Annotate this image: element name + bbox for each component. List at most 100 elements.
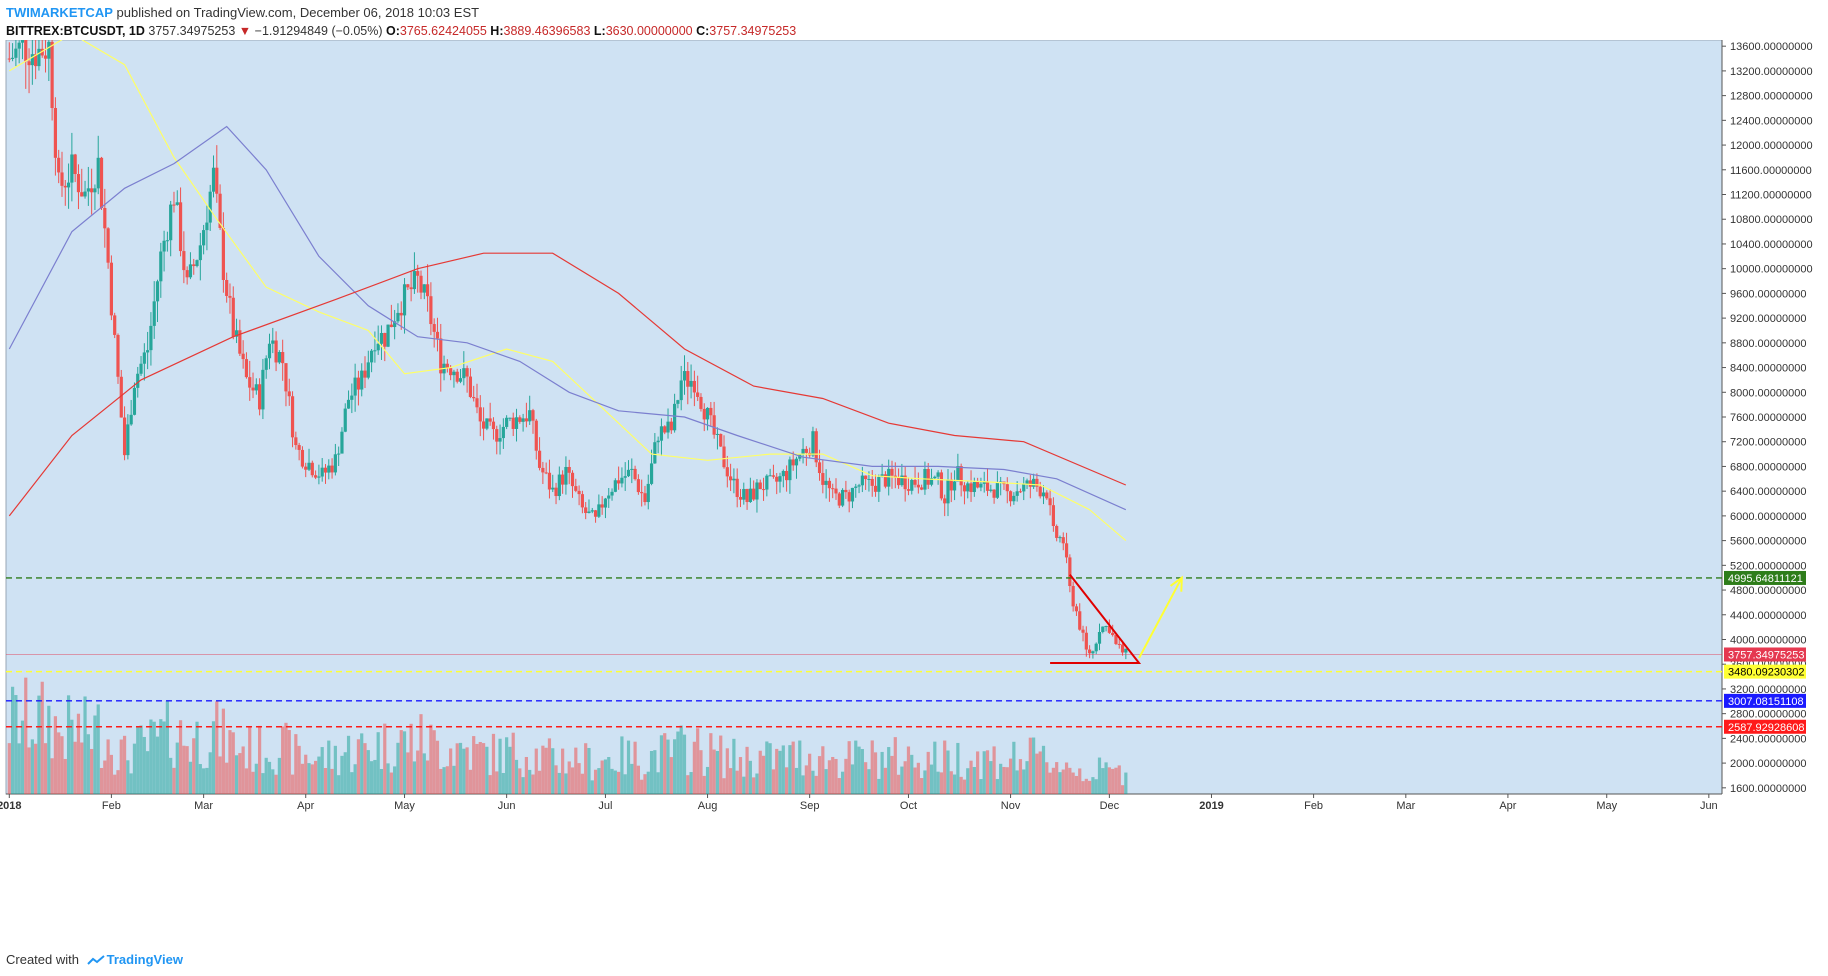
volume-bar — [613, 770, 617, 794]
candle-body — [337, 453, 341, 455]
candle-body — [771, 475, 776, 477]
candle-body — [116, 334, 120, 377]
candle-body — [956, 466, 960, 482]
candle-body — [1117, 643, 1121, 645]
volume-bar — [1097, 757, 1102, 794]
candle-body — [284, 363, 288, 392]
y-tick-label: 9600.00000000 — [1730, 288, 1806, 300]
volume-bar — [666, 739, 670, 794]
volume-bar — [234, 755, 239, 794]
candle-body — [99, 157, 104, 209]
volume-bar — [146, 751, 150, 794]
candle-body — [478, 407, 482, 422]
triangle-drawing[interactable] — [1050, 573, 1142, 664]
candle-body — [1008, 491, 1013, 502]
volume-bar — [765, 741, 769, 794]
candle-body — [297, 445, 301, 450]
price-axis[interactable] — [1722, 40, 1822, 814]
volume-bar — [564, 773, 568, 794]
level-label: 2587.92928608 — [1728, 722, 1804, 734]
volume-bar — [1068, 767, 1072, 794]
volume-bar — [1055, 762, 1059, 794]
volume-bar — [221, 708, 225, 794]
high-value: 3889.46396583 — [503, 24, 591, 38]
candle-body — [656, 440, 660, 443]
candle-body — [155, 281, 160, 302]
volume-bar — [1111, 768, 1115, 794]
volume-bar — [1035, 753, 1039, 794]
candle-body — [106, 228, 110, 263]
volume-bar — [577, 763, 581, 794]
arrow-drawing[interactable] — [1138, 577, 1183, 659]
volume-bar — [850, 764, 855, 794]
candle-body — [465, 368, 469, 377]
volume-bar — [122, 735, 127, 794]
candle-body — [607, 495, 611, 499]
candle-body — [505, 417, 509, 427]
volume-bar — [900, 766, 904, 794]
volume-bar — [93, 715, 97, 794]
volume-bar — [300, 763, 305, 794]
volume-bar — [840, 771, 845, 794]
volume-bar — [811, 770, 815, 794]
volume-bar — [929, 764, 934, 794]
candle-body — [350, 395, 354, 400]
volume-bar — [399, 730, 403, 794]
y-tick-label: 8800.00000000 — [1730, 338, 1806, 350]
volume-bar — [873, 752, 878, 794]
y-tick-label: 4000.00000000 — [1730, 634, 1806, 646]
volume-bar — [854, 740, 858, 794]
candle-body — [109, 262, 113, 316]
volume-bar — [514, 759, 519, 794]
volume-bar — [53, 716, 58, 794]
candle-body — [903, 475, 907, 490]
author-name[interactable]: TWIMARKETCAP — [6, 5, 113, 20]
published-text: published on TradingView.com, December 0… — [116, 5, 480, 20]
candle-body — [264, 358, 268, 370]
candle-body — [837, 493, 841, 506]
volume-bar — [488, 775, 492, 794]
volume-bar — [518, 768, 522, 794]
volume-bar — [40, 681, 44, 794]
x-tick-label: May — [394, 800, 415, 812]
ohlc-line: BITTREX:BTCUSDT, 1D 3757.34975253 ▼ −1.9… — [6, 22, 1806, 40]
volume-bar — [402, 731, 407, 794]
candle-body — [360, 370, 364, 390]
volume-bar — [505, 737, 509, 794]
candle-body — [666, 421, 670, 433]
candle-body — [890, 468, 894, 476]
volume-bar — [659, 735, 664, 794]
candle-body — [182, 251, 186, 271]
price-chart[interactable]: 13600.00000000 13200.00000000 12800.000000… — [0, 40, 1828, 942]
candle-body — [531, 410, 535, 421]
candle-body — [93, 188, 97, 193]
candle-body — [758, 482, 762, 490]
candle-body — [60, 172, 64, 186]
x-tick-label: Sep — [800, 800, 820, 812]
candle-body — [952, 481, 957, 491]
y-tick-label: 1600.00000000 — [1730, 783, 1806, 795]
candle-body — [946, 479, 950, 504]
volume-bar — [738, 757, 743, 794]
volume-bar — [297, 745, 301, 794]
volume-bar — [422, 753, 426, 794]
volume-bar — [1088, 780, 1092, 794]
volume-bar — [66, 695, 71, 794]
volume-bar — [742, 776, 746, 794]
volume-bar — [821, 746, 825, 794]
candle-body — [304, 466, 308, 470]
tradingview-brand[interactable]: TradingView — [106, 952, 183, 967]
volume-bar — [1048, 772, 1052, 794]
y-tick-label: 5600.00000000 — [1730, 536, 1806, 548]
candle-body — [949, 479, 953, 491]
candle-body — [959, 466, 963, 486]
volume-bar — [893, 737, 897, 794]
candle-body — [577, 490, 581, 495]
candle-body — [399, 312, 403, 316]
volume-bar — [185, 746, 189, 794]
candle-body — [696, 392, 700, 397]
candle-body — [1078, 611, 1082, 630]
volume-bar — [208, 752, 212, 794]
volume-bar — [304, 754, 308, 794]
candle-body — [673, 403, 677, 431]
